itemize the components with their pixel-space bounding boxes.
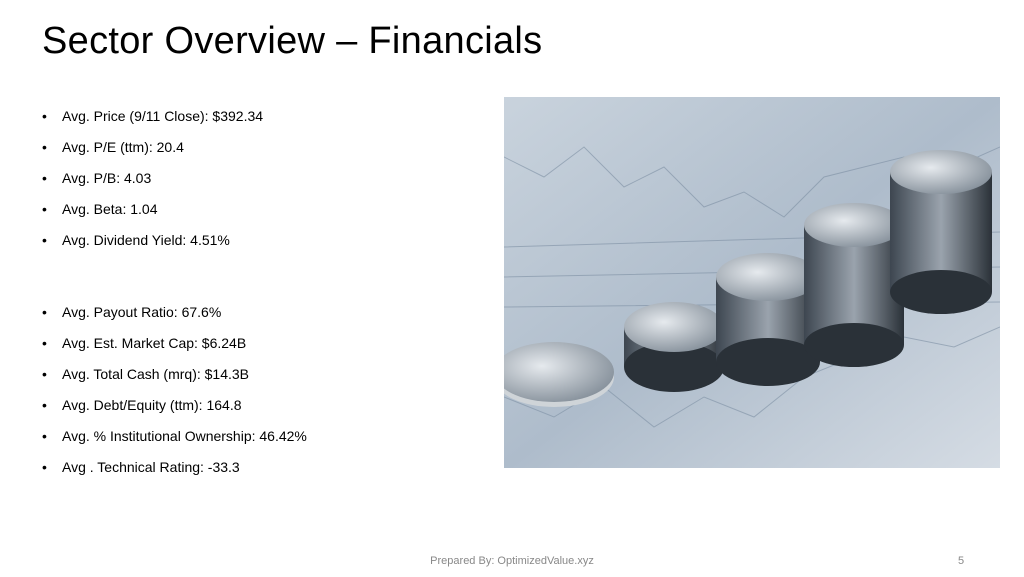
- bullet-item: Avg. Dividend Yield: 4.51%: [42, 230, 263, 261]
- bullet-item: Avg. % Institutional Ownership: 46.42%: [42, 426, 307, 457]
- bullet-item: Avg. Payout Ratio: 67.6%: [42, 302, 307, 333]
- bullet-list: Avg. Payout Ratio: 67.6%Avg. Est. Market…: [42, 302, 307, 488]
- page-number: 5: [958, 555, 965, 567]
- footer-text: Prepared By: OptimizedValue.xyz: [430, 555, 594, 567]
- slide-title: Sector Overview – Financials: [42, 20, 543, 62]
- bullet-list: Avg. Price (9/11 Close): $392.34Avg. P/E…: [42, 106, 263, 261]
- bullet-item: Avg. Beta: 1.04: [42, 199, 263, 230]
- bullet-item: Avg . Technical Rating: -33.3: [42, 457, 307, 488]
- bullet-item: Avg. Price (9/11 Close): $392.34: [42, 106, 263, 137]
- bullet-item: Avg. P/B: 4.03: [42, 168, 263, 199]
- bullet-item: Avg. P/E (ttm): 20.4: [42, 137, 263, 168]
- coins-photo: [504, 97, 1000, 468]
- bullet-item: Avg. Est. Market Cap: $6.24B: [42, 333, 307, 364]
- bullet-item: Avg. Debt/Equity (ttm): 164.8: [42, 395, 307, 426]
- bullet-item: Avg. Total Cash (mrq): $14.3B: [42, 364, 307, 395]
